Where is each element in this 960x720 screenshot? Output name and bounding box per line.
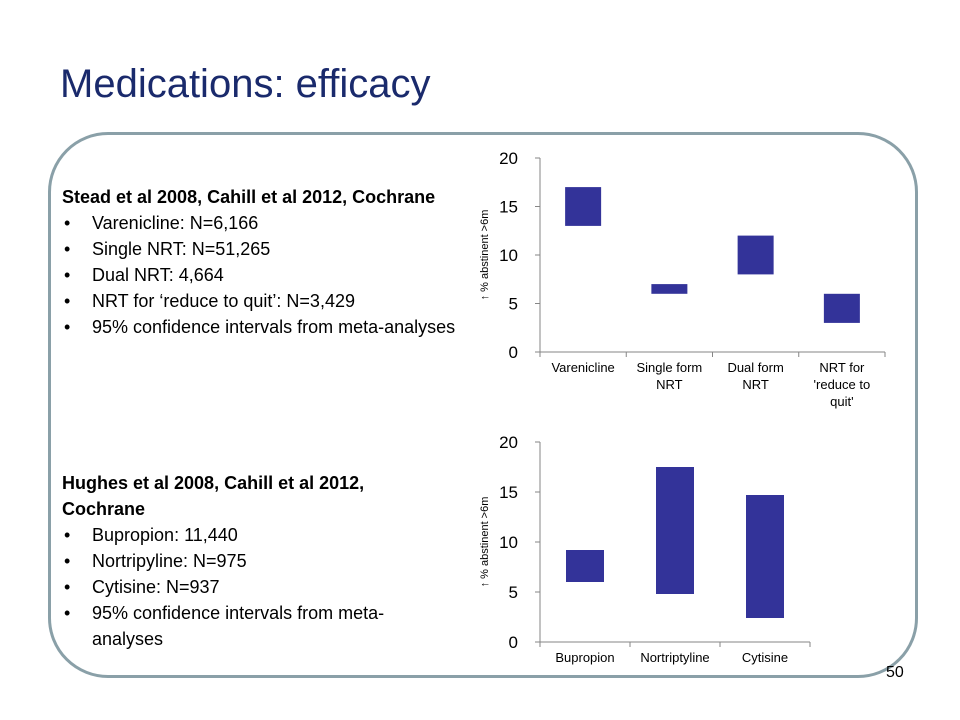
efficacy-chart-bupropion-cytisine: 0 5 10 15 20 ↑ % abstinent >6m Bupropion Nortri… <box>479 433 811 665</box>
y-tick-label: 20 <box>499 149 518 168</box>
efficacy-chart-nrt-varenicline: 0 5 10 15 20 ↑ % abstinent >6m Varenicline Sing… <box>479 149 886 409</box>
ci-bar <box>651 284 688 294</box>
x-tick-label: NRT for'reduce to quit' <box>814 360 871 409</box>
bullet-item: NRT for ‘reduce to quit’: N=3,429 <box>62 288 462 314</box>
bullet-item: Single NRT: N=51,265 <box>62 236 462 262</box>
y-axis-label: ↑ % abstinent >6m <box>479 497 491 588</box>
ci-bar <box>656 467 694 594</box>
y-tick-label: 0 <box>509 633 518 652</box>
bullet-item: Cytisine: N=937 <box>62 574 442 600</box>
x-tick-label: Nortriptyline <box>640 650 709 665</box>
x-tick-label: Bupropion <box>555 650 614 665</box>
y-tick-label: 0 <box>509 343 518 362</box>
study-block-2: Hughes et al 2008, Cahill et al 2012, Co… <box>62 470 442 652</box>
ci-bar <box>823 293 860 323</box>
study-block-1: Stead et al 2008, Cahill et al 2012, Coc… <box>62 184 462 340</box>
bullet-item: Dual NRT: 4,664 <box>62 262 462 288</box>
bullet-item: Bupropion: 11,440 <box>62 522 442 548</box>
x-tick-label: Dual form NRT <box>727 360 783 392</box>
x-tick-label: Single form NRT <box>637 360 703 392</box>
y-axis-label: ↑ % abstinent >6m <box>479 210 491 301</box>
block-2-heading: Hughes et al 2008, Cahill et al 2012, Co… <box>62 473 365 519</box>
block-1-bullets: Varenicline: N=6,166 Single NRT: N=51,26… <box>62 210 462 340</box>
ci-bar <box>746 495 784 618</box>
y-tick-label: 20 <box>499 433 518 452</box>
y-tick-label: 10 <box>499 246 518 265</box>
y-tick-label: 5 <box>509 583 518 602</box>
slide-title: Medications: efficacy <box>60 62 431 106</box>
x-tick-label: Cytisine <box>742 650 788 665</box>
y-tick-label: 10 <box>499 533 518 552</box>
x-tick-label: Varenicline <box>551 360 614 375</box>
ci-bar <box>737 235 774 275</box>
block-2-bullets: Bupropion: 11,440 Nortripyline: N=975 Cy… <box>62 522 442 652</box>
y-tick-label: 15 <box>499 483 518 502</box>
block-1-heading: Stead et al 2008, Cahill et al 2012, Coc… <box>62 187 436 207</box>
bullet-item: 95% confidence intervals from meta-analy… <box>62 314 462 340</box>
page-number: 50 <box>886 664 904 681</box>
bullet-item: Varenicline: N=6,166 <box>62 210 462 236</box>
bullet-item: Nortripyline: N=975 <box>62 548 442 574</box>
bullet-item: 95% confidence intervals from meta-analy… <box>62 600 442 652</box>
content-frame <box>48 132 918 678</box>
y-tick-label: 15 <box>499 198 518 217</box>
y-tick-label: 5 <box>509 295 518 314</box>
ci-bar <box>566 550 604 582</box>
ci-bar <box>565 187 602 226</box>
